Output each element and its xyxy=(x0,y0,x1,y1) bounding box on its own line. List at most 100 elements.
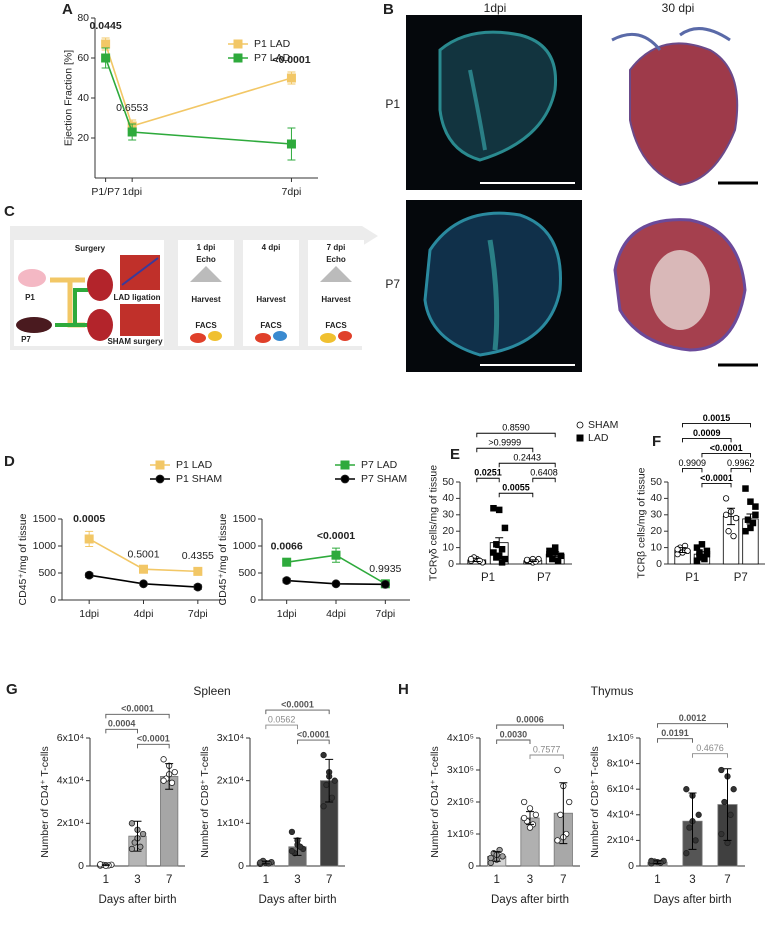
tissue xyxy=(468,69,487,151)
comparison-bracket xyxy=(476,447,534,453)
comparison-bracket xyxy=(496,739,531,744)
comparison-bracket xyxy=(682,437,732,443)
data-point xyxy=(128,820,136,827)
p-value: 0.0012 xyxy=(679,713,707,723)
y-tick-label: 10 xyxy=(650,541,662,553)
step: FACS xyxy=(195,321,217,330)
comparison-bracket xyxy=(265,709,330,715)
data-point xyxy=(526,805,534,812)
legend-label: P7 SHAM xyxy=(361,473,407,485)
y-tick-label: 1x10⁵ xyxy=(447,828,474,840)
y-tick-label: 3x10⁵ xyxy=(447,764,474,776)
y-tick-label: 40 xyxy=(77,92,89,104)
data-point xyxy=(730,786,737,793)
data-point xyxy=(692,837,699,844)
data-point xyxy=(554,766,561,774)
data-point xyxy=(725,528,732,535)
p-value: 0.0562 xyxy=(268,714,296,724)
y-tick-label: 2x10⁴ xyxy=(57,817,84,829)
x-tick-label: 1 xyxy=(493,874,499,886)
ligation-icon xyxy=(121,257,159,286)
data-point xyxy=(648,857,655,865)
x-tick-label: P1 xyxy=(481,572,495,584)
error-bar xyxy=(101,863,110,867)
data-point xyxy=(139,579,148,589)
error-bar xyxy=(559,782,568,845)
image-row: P7 xyxy=(385,277,400,291)
comparison-bracket xyxy=(476,432,556,438)
group-title: Thymus xyxy=(591,684,634,698)
x-tick-label: 1 xyxy=(103,874,109,886)
arrow xyxy=(55,288,88,327)
legend-marker xyxy=(155,474,165,484)
legend-label: LAD xyxy=(588,432,609,444)
data-point xyxy=(752,511,759,519)
error-bar xyxy=(678,547,687,554)
legend-marker xyxy=(233,53,243,63)
y-axis-label: CD45⁺/mg of tissue xyxy=(17,513,29,605)
data-point xyxy=(495,506,503,514)
p-value: 0.0009 xyxy=(693,428,721,438)
timepoint: 1 dpi xyxy=(197,243,216,252)
data-point xyxy=(696,549,703,556)
y-tick-label: 20 xyxy=(77,132,89,144)
p-value: 0.0015 xyxy=(703,413,731,423)
comparison-bracket xyxy=(657,738,693,743)
error-bar xyxy=(723,768,732,841)
comparison-bracket xyxy=(105,713,170,719)
data-point xyxy=(722,511,730,518)
data-point xyxy=(695,811,702,818)
x-tick-label: P1/P7 xyxy=(91,186,120,198)
tissue xyxy=(487,239,500,351)
comparison-bracket xyxy=(692,753,728,758)
y-tick-label: 0 xyxy=(628,860,634,872)
data-point xyxy=(288,847,296,855)
x-tick-label: 7 xyxy=(166,874,172,886)
y-tick-label: 4x10⁵ xyxy=(447,732,474,744)
error-bar xyxy=(727,507,736,526)
p-value: 0.2443 xyxy=(513,453,541,463)
box xyxy=(308,240,364,346)
data-point xyxy=(84,570,94,580)
p-value: <0.0001 xyxy=(317,530,355,542)
echo-icon xyxy=(320,266,352,282)
data-point xyxy=(193,566,203,576)
p-value: <0.0001 xyxy=(297,729,330,739)
data-point xyxy=(498,559,506,566)
error-bar xyxy=(697,551,706,558)
comparison-bracket xyxy=(701,482,732,488)
p-value: 0.7577 xyxy=(533,744,561,754)
y-tick-label: 50 xyxy=(442,476,454,488)
legend-label: P1 SHAM xyxy=(176,473,222,485)
box xyxy=(178,240,234,346)
comparison-bracket xyxy=(297,739,330,745)
data-point xyxy=(693,557,701,564)
y-tick-label: 0 xyxy=(50,594,56,606)
data-point xyxy=(532,811,540,818)
data-point xyxy=(380,579,390,589)
legend-marker xyxy=(576,434,584,442)
y-axis-label: TCRγδ cells/mg of tissue xyxy=(427,465,439,581)
data-point xyxy=(747,524,754,532)
data-point xyxy=(476,557,483,564)
histology-images: 1dpi 30 dpi P1 P7 xyxy=(385,1,758,372)
p-value: 0.0030 xyxy=(500,729,528,739)
data-point xyxy=(160,777,167,784)
x-tick-label: 1 xyxy=(654,874,660,886)
y-tick-label: 1500 xyxy=(233,513,257,525)
data-point xyxy=(732,514,740,522)
data-point xyxy=(554,837,561,844)
y-tick-label: 50 xyxy=(650,476,662,488)
step: Echo xyxy=(196,255,216,264)
heart-icon xyxy=(87,269,113,301)
error-bar xyxy=(746,513,755,525)
y-tick-label: 0 xyxy=(250,594,256,606)
box-title: Surgery xyxy=(75,244,106,253)
x-tick-label: 4dpi xyxy=(134,608,154,620)
y-tick-label: 6x10⁴ xyxy=(57,732,84,744)
data-point xyxy=(331,550,341,560)
error-bar xyxy=(495,537,504,549)
p-value: <0.0001 xyxy=(137,734,170,744)
procedure: SHAM surgery xyxy=(107,337,163,346)
y-tick-label: 1000 xyxy=(233,540,257,552)
